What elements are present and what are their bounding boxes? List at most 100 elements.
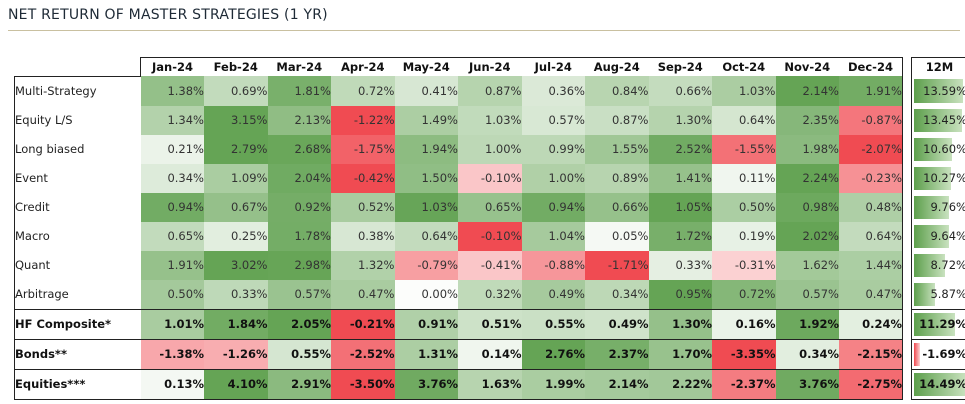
heatmap-cell: -2.37%: [712, 368, 776, 400]
heatmap-cell: 0.19%: [712, 221, 776, 251]
total-12m-bar: [914, 108, 963, 132]
total-12m-cell: 13.59%: [911, 76, 965, 106]
returns-heatmap-table: Jan-24 Feb-24 Mar-24 Apr-24 May-24 Jun-24 Jul-…: [14, 57, 965, 400]
heatmap-cell: 2.04%: [267, 163, 331, 193]
total-12m-cell: 14.49%: [911, 368, 965, 400]
heatmap-cell: 0.52%: [331, 192, 395, 222]
column-header-may-24: May-24: [394, 57, 458, 76]
column-gap: [902, 192, 912, 222]
heatmap-cell: -0.23%: [839, 163, 903, 193]
total-12m-value: -1.69%: [922, 347, 965, 361]
heatmap-cell: 0.64%: [839, 221, 903, 251]
heatmap-cell: 0.05%: [585, 221, 649, 251]
heatmap-cell: 2.37%: [585, 338, 649, 370]
heatmap-cell: 1.09%: [204, 163, 268, 193]
heatmap-cell: 2.35%: [775, 105, 839, 135]
heatmap-cell: 1.55%: [585, 134, 649, 164]
heatmap-cell: 0.24%: [839, 308, 903, 340]
heatmap-cell: -1.26%: [204, 338, 268, 370]
heatmap-cell: 0.33%: [648, 250, 712, 280]
heatmap-cell: 0.11%: [712, 163, 776, 193]
heatmap-cell: -2.15%: [839, 338, 903, 370]
total-12m-value: 10.27%: [923, 171, 965, 185]
column-header-sep-24: Sep-24: [648, 57, 712, 76]
title-underline: [8, 30, 960, 31]
heatmap-cell: 1.03%: [458, 105, 522, 135]
heatmap-cell: -0.79%: [394, 250, 458, 280]
heatmap-cell: 0.91%: [394, 308, 458, 340]
total-12m-bar: [914, 312, 955, 336]
heatmap-cell: 0.99%: [521, 134, 585, 164]
heatmap-cell: 2.79%: [204, 134, 268, 164]
total-12m-bar: [914, 282, 936, 306]
heatmap-cell: 1.38%: [140, 76, 204, 106]
heatmap-cell: 0.50%: [712, 192, 776, 222]
heatmap-cell: 0.57%: [521, 105, 585, 135]
heatmap-cell: 1.92%: [775, 308, 839, 340]
heatmap-cell: -0.10%: [458, 221, 522, 251]
heatmap-cell: 0.67%: [204, 192, 268, 222]
column-gap: [902, 76, 912, 106]
total-12m-value: 5.87%: [930, 287, 965, 301]
table-row: Bonds** -1.38% -1.26% 0.55% -2.52% 1.31% 0.14%…: [14, 338, 965, 370]
column-gap: [902, 250, 912, 280]
heatmap-cell: 1.72%: [648, 221, 712, 251]
total-12m-cell: 9.64%: [911, 221, 965, 251]
heatmap-cell: -0.21%: [331, 308, 395, 340]
heatmap-cell: 2.02%: [775, 221, 839, 251]
heatmap-cell: -1.55%: [712, 134, 776, 164]
row-label: Equities***: [14, 368, 141, 400]
heatmap-cell: 1.30%: [648, 105, 712, 135]
table-row: Equities*** 0.13% 4.10% 2.91% -3.50% 3.76% 1.6…: [14, 368, 965, 400]
table-row: HF Composite* 1.01% 1.84% 2.05% -0.21% 0.91% 0…: [14, 308, 965, 340]
heatmap-cell: 0.55%: [267, 338, 331, 370]
heatmap-cell: 0.48%: [839, 192, 903, 222]
heatmap-cell: 1.34%: [140, 105, 204, 135]
total-12m-cell: -1.69%: [911, 338, 965, 370]
heatmap-cell: 0.32%: [458, 279, 522, 309]
column-header-aug-24: Aug-24: [585, 57, 649, 76]
total-12m-cell: 13.45%: [911, 105, 965, 135]
heatmap-cell: 0.34%: [140, 163, 204, 193]
heatmap-cell: 1.99%: [521, 368, 585, 400]
row-label: Multi-Strategy: [14, 75, 141, 106]
column-gap: [902, 339, 912, 369]
heatmap-cell: 0.94%: [140, 192, 204, 222]
heatmap-cell: 4.10%: [204, 368, 268, 400]
heatmap-cell: 1.94%: [394, 134, 458, 164]
total-12m-bar: [914, 79, 963, 103]
total-12m-cell: 5.87%: [911, 279, 965, 309]
heatmap-cell: 0.66%: [648, 76, 712, 106]
total-12m-value: 11.29%: [919, 317, 965, 331]
table-row: Long biased 0.21% 2.79% 2.68% -1.75% 1.94% 1.0…: [14, 134, 965, 164]
column-gap: [902, 369, 912, 399]
row-label: Equity L/S: [14, 105, 141, 135]
column-gap: [902, 309, 912, 339]
heatmap-cell: 3.02%: [204, 250, 268, 280]
heatmap-cell: 1.91%: [140, 250, 204, 280]
row-label: HF Composite*: [14, 308, 141, 340]
heatmap-cell: 2.91%: [267, 368, 331, 400]
column-header-jun-24: Jun-24: [458, 57, 522, 76]
heatmap-cell: 2.52%: [648, 134, 712, 164]
total-12m-value: 8.72%: [930, 258, 965, 272]
heatmap-cell: 1.30%: [648, 308, 712, 340]
heatmap-cell: 1.00%: [458, 134, 522, 164]
column-header-apr-24: Apr-24: [331, 57, 395, 76]
heatmap-cell: 0.21%: [140, 134, 204, 164]
heatmap-cell: -3.35%: [712, 338, 776, 370]
heatmap-cell: 0.72%: [331, 76, 395, 106]
heatmap-cell: -0.31%: [712, 250, 776, 280]
total-12m-cell: 10.27%: [911, 163, 965, 193]
heatmap-cell: 0.87%: [585, 105, 649, 135]
total-12m-cell: 10.60%: [911, 134, 965, 164]
heatmap-cell: 0.95%: [648, 279, 712, 309]
heatmap-cell: 0.00%: [394, 279, 458, 309]
heatmap-cell: -1.71%: [585, 250, 649, 280]
heatmap-cell: -2.75%: [839, 368, 903, 400]
table-row: Multi-Strategy 1.38% 0.69% 1.81% 0.72% 0.41% 0…: [14, 75, 965, 106]
heatmap-cell: 2.98%: [267, 250, 331, 280]
total-12m-value: 14.49%: [919, 377, 965, 391]
heatmap-cell: 0.64%: [394, 221, 458, 251]
heatmap-cell: 0.55%: [521, 308, 585, 340]
